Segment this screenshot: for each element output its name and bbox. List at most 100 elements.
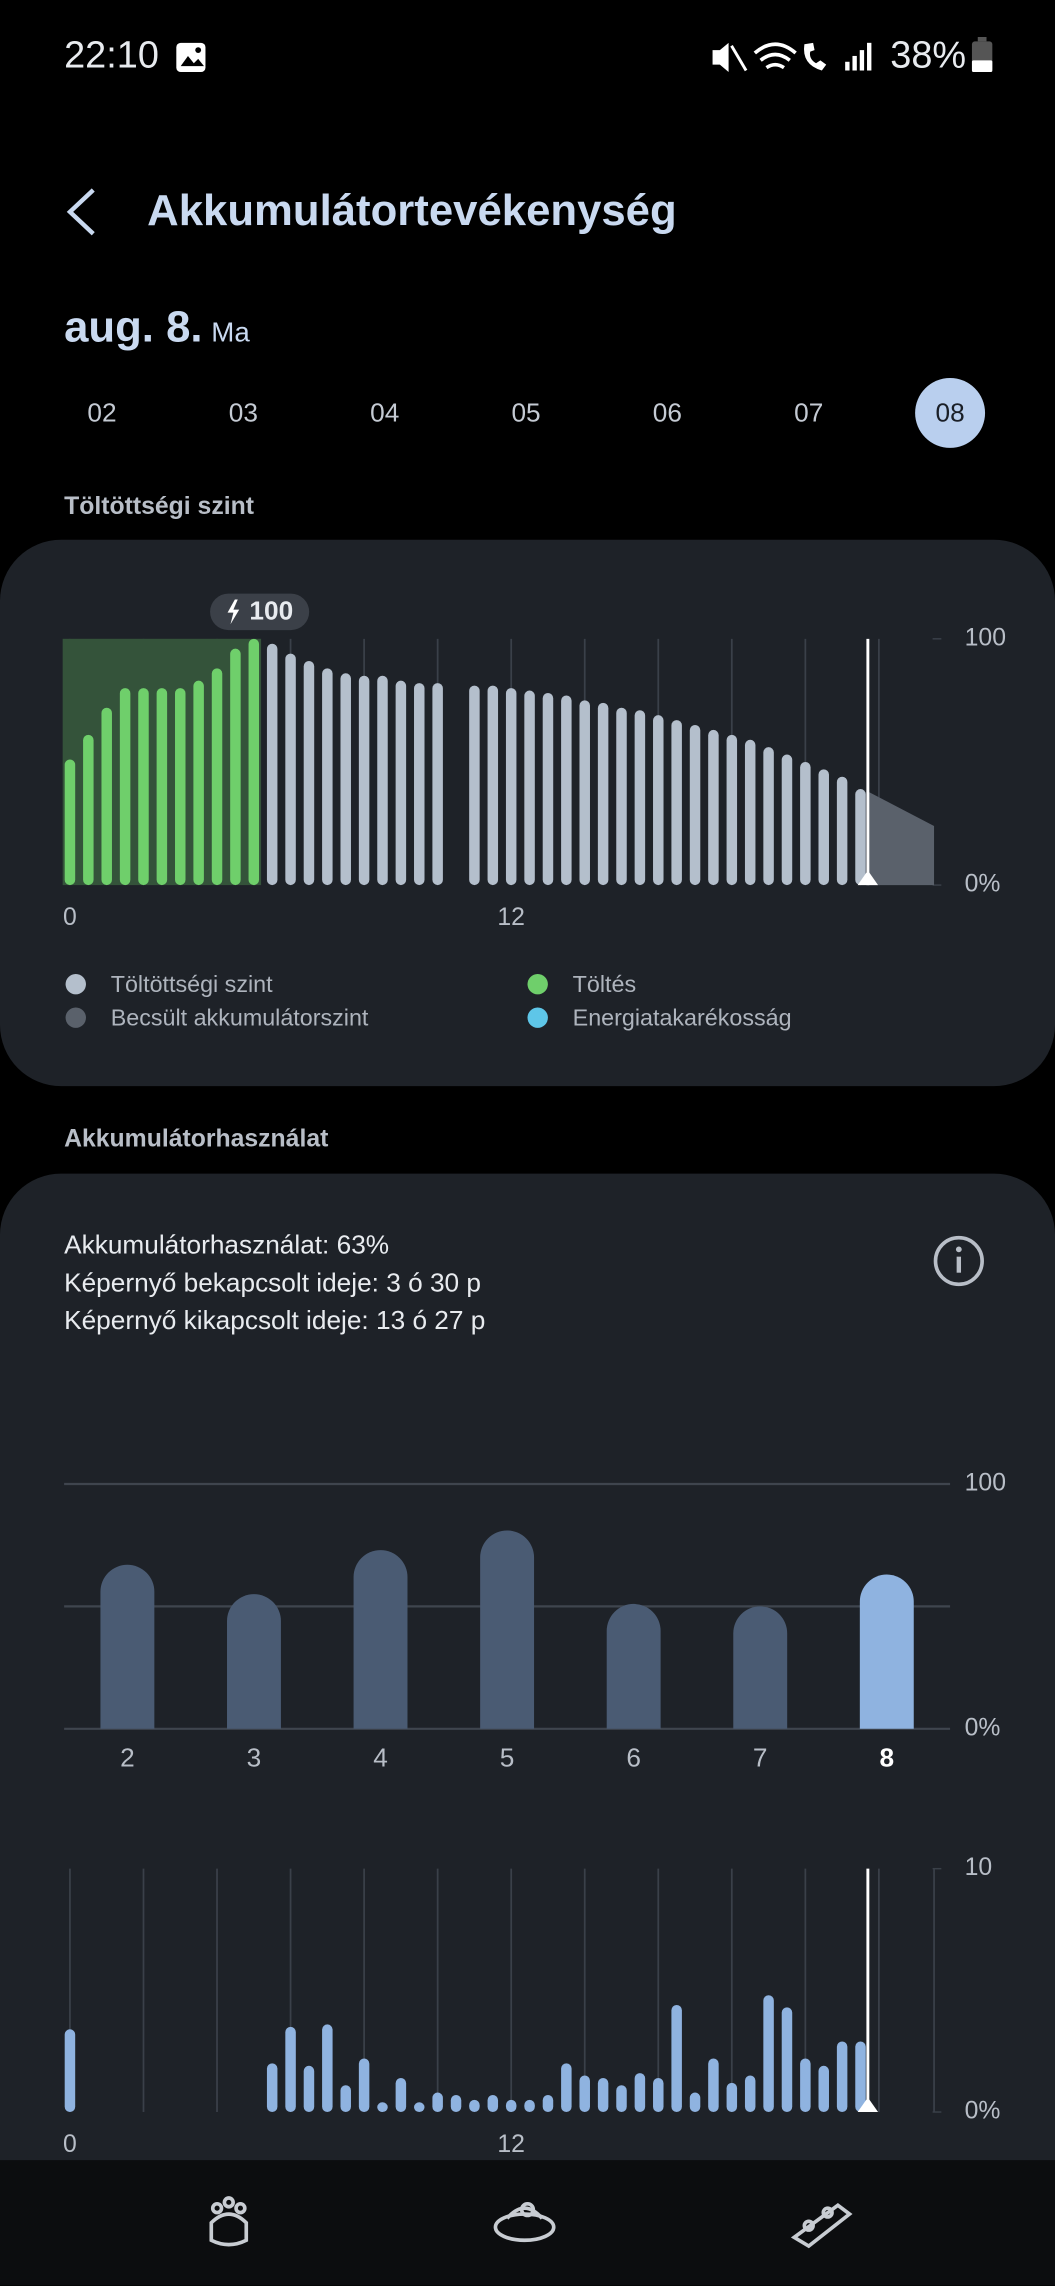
- bar: [634, 710, 646, 886]
- bar: [505, 2099, 517, 2113]
- bar: [597, 702, 609, 886]
- bar: [248, 638, 260, 886]
- bar[interactable]: [606, 1603, 661, 1729]
- bar[interactable]: [480, 1530, 535, 1729]
- now-marker: [857, 870, 879, 886]
- bar: [781, 2007, 793, 2113]
- bar: [377, 2102, 388, 2113]
- bar: [524, 2099, 535, 2113]
- bar: [322, 2024, 333, 2113]
- y-tick-label: 0%: [965, 1714, 1001, 1741]
- clock: 22:10: [64, 34, 159, 76]
- bar: [469, 2099, 480, 2113]
- day[interactable]: 04: [370, 397, 399, 427]
- bar: [303, 660, 315, 886]
- x-tick-label: 4: [373, 1742, 388, 1772]
- legend-label: Töltés: [573, 971, 636, 997]
- date-relative: Ma: [211, 317, 250, 348]
- bar: [744, 739, 756, 886]
- day[interactable]: 08: [935, 397, 964, 427]
- legend-dot: [65, 1007, 86, 1028]
- bar: [432, 683, 443, 886]
- bar[interactable]: [100, 1564, 155, 1729]
- bar: [800, 2058, 811, 2113]
- bar: [266, 2063, 278, 2113]
- bar: [358, 2058, 370, 2113]
- bar: [450, 2094, 462, 2113]
- bar[interactable]: [859, 1574, 914, 1729]
- bar: [579, 2075, 590, 2113]
- bar: [597, 2077, 609, 2113]
- bar: [230, 648, 241, 886]
- bar: [303, 2065, 315, 2113]
- bar: [579, 700, 590, 886]
- bar: [818, 2065, 829, 2113]
- bar: [432, 2092, 443, 2113]
- level-chart: 0% 100 0 12 100 Töltöttségi szint Töltés Becsül…: [62, 593, 1006, 1030]
- bar: [524, 690, 535, 886]
- x-tick-label: 2: [120, 1742, 135, 1772]
- bar: [634, 2073, 646, 2113]
- bar: [340, 2085, 351, 2113]
- bar: [653, 2077, 664, 2113]
- bar: [689, 725, 701, 886]
- legend-label: Töltöttségi szint: [111, 971, 273, 997]
- info-button[interactable]: [933, 1235, 984, 1287]
- bar: [542, 2094, 554, 2113]
- day[interactable]: 03: [229, 397, 258, 427]
- day[interactable]: 02: [87, 397, 116, 427]
- bar: [855, 2041, 866, 2113]
- bar: [119, 688, 131, 886]
- bar: [469, 685, 480, 886]
- bar: [671, 720, 682, 886]
- day[interactable]: 06: [653, 397, 682, 427]
- bar: [285, 2026, 296, 2113]
- legend-label: Energiatakarékosság: [573, 1004, 792, 1030]
- x-tick-label: 5: [500, 1742, 515, 1772]
- bolt-icon: [227, 599, 240, 625]
- nav-icons[interactable]: [209, 2196, 853, 2249]
- bar: [414, 683, 425, 886]
- x-tick-label: 7: [753, 1742, 768, 1772]
- bar: [64, 2029, 76, 2113]
- bar: [395, 680, 407, 886]
- day-selector: 02 03 04 05 06 07 08: [87, 377, 986, 448]
- bar[interactable]: [733, 1606, 788, 1729]
- x-tick-label: 0: [63, 904, 77, 931]
- now-marker: [857, 2097, 879, 2113]
- y-tick-label: 100: [965, 1470, 1006, 1497]
- legend-dot: [527, 1007, 548, 1028]
- x-tick-label: 0: [63, 2131, 77, 2158]
- y-tick-label: 0%: [965, 2098, 1001, 2125]
- bar[interactable]: [353, 1550, 408, 1729]
- bar: [744, 2075, 756, 2113]
- bar: [653, 715, 664, 886]
- legend-label: Becsült akkumulátorszint: [111, 1004, 369, 1030]
- status-icons: [712, 42, 872, 72]
- day[interactable]: 05: [511, 397, 540, 427]
- bar[interactable]: [227, 1594, 281, 1729]
- bar: [836, 776, 848, 886]
- bar: [505, 688, 517, 886]
- bar: [414, 2102, 425, 2113]
- bar: [156, 688, 168, 886]
- y-tick-label: 0%: [965, 871, 1001, 898]
- y-tick-label: 100: [965, 624, 1006, 651]
- bar: [836, 2041, 848, 2113]
- bar: [487, 2094, 499, 2113]
- estimate-area: [867, 791, 935, 886]
- bar: [855, 789, 866, 886]
- bar: [64, 759, 76, 886]
- x-tick-label: 3: [247, 1742, 262, 1772]
- bar: [83, 734, 94, 886]
- day[interactable]: 07: [794, 397, 823, 427]
- bar: [138, 688, 149, 886]
- back-button[interactable]: [66, 188, 95, 236]
- bar: [561, 695, 572, 886]
- usage-line: Akkumulátorhasználat: 63%: [64, 1229, 389, 1259]
- bar: [671, 2004, 682, 2113]
- bottom-nav: [0, 2160, 1055, 2286]
- bar: [561, 2063, 572, 2113]
